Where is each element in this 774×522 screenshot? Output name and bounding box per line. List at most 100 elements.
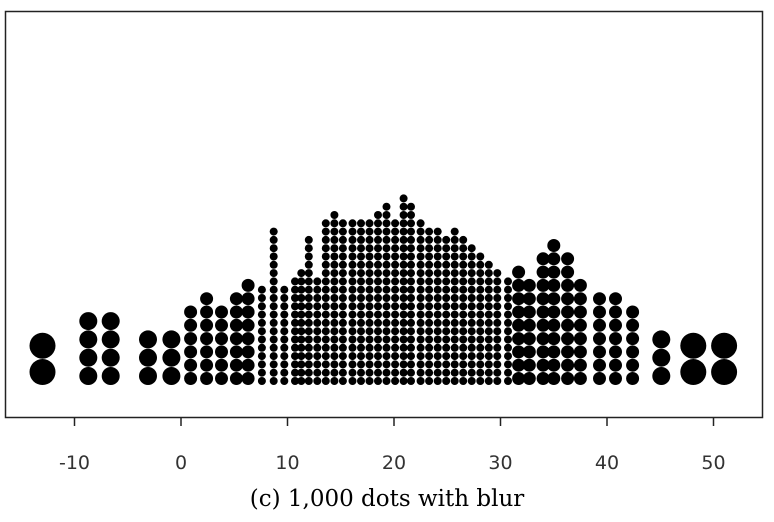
data-dot [536,332,550,346]
data-dot [304,252,313,261]
data-dot [321,277,330,286]
data-dot [522,318,536,332]
data-dot [313,343,322,352]
data-dot [476,318,485,327]
data-dot [79,367,98,385]
data-dot [493,360,502,369]
data-dot [391,377,400,385]
data-dot [425,377,434,385]
data-dot [357,235,365,244]
data-dot [561,318,575,332]
data-dot [304,377,313,385]
chart-caption: (c) 1,000 dots with blur [250,486,525,512]
data-dot [330,368,339,377]
data-dot [321,244,330,253]
data-dot [321,302,330,311]
data-dot [257,285,266,294]
data-dot [382,227,391,236]
data-dot [357,310,365,319]
data-dot [304,327,313,336]
data-dot [229,372,243,385]
data-dot [357,302,365,311]
data-dot [338,285,347,294]
data-dot [459,360,468,369]
data-dot [450,310,459,319]
data-dot [407,294,415,302]
data-dot [382,235,391,244]
data-dot [304,260,313,269]
x-tick-label: 30 [488,452,512,474]
data-dot [184,345,198,359]
data-dot [399,285,408,294]
data-dot [442,285,451,294]
data-dot [416,310,425,319]
data-dot [547,358,561,372]
data-dot [338,294,347,302]
data-dot [476,302,485,311]
data-dot [467,294,476,302]
data-dot [561,358,575,372]
data-dot [433,277,442,286]
data-dot [593,372,606,385]
data-dot [348,318,357,327]
data-dot [573,332,587,346]
data-dot [493,277,502,286]
data-dot [547,278,561,292]
data-dot [442,368,451,377]
data-dot [269,244,278,253]
data-dot [433,269,442,278]
data-dot [433,302,442,311]
data-dot [442,377,451,385]
data-dot [504,294,512,302]
data-dot [680,332,707,359]
data-dot [382,269,391,278]
data-dot [297,285,306,294]
data-dot [399,377,408,385]
data-dot [357,343,365,352]
data-dot [184,332,198,346]
data-dot [416,335,425,344]
data-dot [425,318,434,327]
data-dot [357,318,365,327]
data-dot [269,368,278,377]
data-dot [321,219,330,228]
data-dot [536,318,550,332]
data-dot [162,330,181,349]
data-dot [357,360,365,369]
data-dot [330,269,339,278]
data-dot [467,277,476,286]
data-dot [241,305,255,319]
data-dot [407,310,415,319]
data-dot [374,360,382,369]
data-dot [357,294,365,302]
data-dot [450,302,459,311]
data-dot [547,239,561,252]
data-dot [416,302,425,311]
data-dot [215,305,228,319]
data-dot [101,312,120,331]
data-dot [433,352,442,361]
data-dot [321,310,330,319]
data-dot [609,318,622,332]
data-dot [269,227,278,236]
data-dot [365,352,374,361]
data-dot [338,227,347,236]
data-dot [522,345,536,359]
data-dot [476,277,485,286]
data-dot [365,360,374,369]
data-dot [399,260,408,269]
data-dot [374,352,382,361]
data-dot [573,305,587,319]
data-dot [313,285,322,294]
data-dot [450,227,459,236]
data-dot [504,360,512,369]
data-dot [269,360,278,369]
data-dot [484,352,493,361]
data-dot [365,310,374,319]
data-dot [338,252,347,261]
data-dot [450,294,459,302]
data-dot [313,277,322,286]
data-dot [561,305,575,319]
data-dot [321,335,330,344]
data-dot [338,277,347,286]
